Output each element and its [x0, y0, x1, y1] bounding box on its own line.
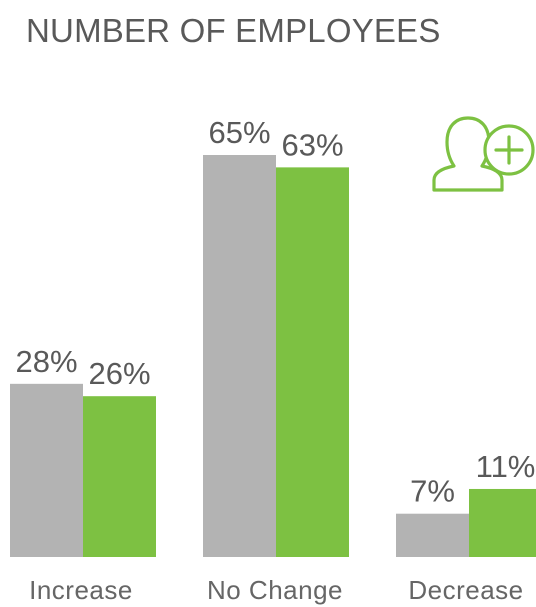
- category-label-increase: Increase: [29, 575, 133, 605]
- add-user-icon: [430, 114, 536, 198]
- bar-no-change-series-1: [203, 155, 276, 557]
- value-label-no-change-series-1: 65%: [208, 115, 270, 150]
- value-label-increase-series-2: 26%: [88, 356, 150, 391]
- bar-increase-series-1: [10, 383, 83, 557]
- bar-decrease-series-1: [396, 513, 469, 557]
- bars-group: [10, 155, 536, 557]
- bar-no-change-series-2: [276, 167, 349, 557]
- category-label-no-change: No Change: [207, 575, 343, 605]
- value-label-decrease-series-1: 7%: [410, 474, 455, 509]
- value-label-decrease-series-2: 11%: [476, 449, 536, 484]
- category-label-decrease: Decrease: [408, 575, 523, 605]
- bar-increase-series-2: [83, 396, 156, 557]
- value-label-no-change-series-2: 63%: [281, 127, 343, 162]
- value-labels-group: 28% 26% 65% 63% 7% 11%: [15, 115, 535, 509]
- bar-decrease-series-2: [469, 488, 536, 557]
- category-labels-group: Increase No Change Decrease: [29, 575, 523, 605]
- chart-title: NUMBER OF EMPLOYEES: [26, 12, 441, 49]
- value-label-increase-series-1: 28%: [15, 344, 77, 379]
